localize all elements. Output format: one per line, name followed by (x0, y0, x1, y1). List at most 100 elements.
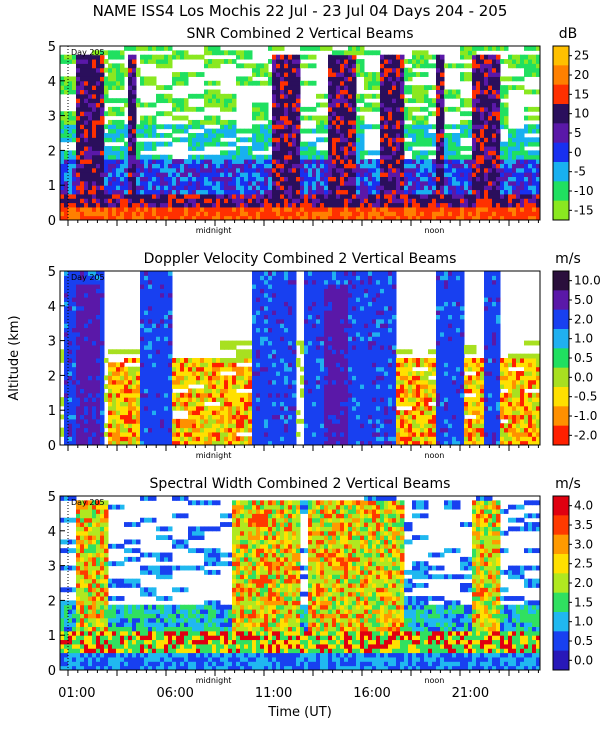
heatmap-cell (436, 202, 441, 208)
heatmap-cell (80, 418, 85, 424)
heatmap-cell (292, 72, 297, 77)
heatmap-cell (360, 141, 365, 147)
heatmap-cell (180, 206, 185, 212)
heatmap-cell (476, 106, 481, 112)
heatmap-cell (100, 371, 105, 376)
heatmap-cell (184, 167, 189, 173)
heatmap-cell (380, 202, 385, 208)
heatmap-cell (496, 146, 501, 151)
heatmap-cell (148, 314, 153, 320)
heatmap-cell (248, 50, 253, 56)
heatmap-cell (112, 371, 117, 376)
heatmap-cell (164, 362, 169, 368)
heatmap-cell (116, 137, 121, 143)
heatmap-cell (440, 193, 445, 199)
heatmap-cell (268, 154, 273, 160)
heatmap-cell (504, 198, 509, 204)
heatmap-cell (172, 189, 177, 195)
heatmap-cell (124, 133, 129, 138)
heatmap-cell (108, 375, 113, 381)
heatmap-cell (412, 50, 417, 56)
heatmap-cell (168, 418, 173, 424)
heatmap-cell (512, 154, 517, 160)
heatmap-cell (520, 133, 525, 138)
heatmap-cell (496, 128, 501, 134)
heatmap-cell (504, 93, 509, 99)
heatmap-cell (380, 198, 385, 204)
heatmap-cell (200, 72, 205, 77)
heatmap-cell (404, 85, 409, 90)
heatmap-cell (148, 80, 153, 86)
heatmap-cell (468, 215, 473, 221)
heatmap-cell (284, 106, 289, 112)
heatmap-cell (188, 202, 193, 208)
heatmap-cell (300, 202, 305, 208)
heatmap-cell (60, 189, 65, 195)
heatmap-cell (88, 349, 93, 355)
heatmap-cell (216, 431, 221, 437)
heatmap-cell (536, 172, 541, 177)
heatmap-cell (516, 176, 521, 182)
heatmap-cell (276, 159, 281, 164)
heatmap-cell (364, 50, 369, 56)
heatmap-cell (96, 76, 101, 82)
heatmap-cell (208, 189, 213, 195)
heatmap-cell (100, 80, 105, 86)
heatmap-cell (524, 63, 529, 69)
heatmap-cell (344, 111, 349, 117)
heatmap-cell (232, 59, 237, 64)
heatmap-cell (168, 189, 173, 195)
heatmap-cell (76, 423, 81, 429)
heatmap-cell (72, 362, 77, 368)
heatmap-cell (148, 375, 153, 381)
heatmap-cell (264, 115, 269, 121)
heatmap-cell (180, 54, 185, 60)
heatmap-cell (68, 292, 73, 298)
heatmap-cell (96, 98, 101, 104)
heatmap-cell (520, 76, 525, 82)
heatmap-cell (128, 418, 133, 424)
heatmap-cell (68, 124, 73, 130)
heatmap-cell (236, 206, 241, 212)
heatmap-cell (160, 141, 165, 147)
heatmap-cell (276, 63, 281, 69)
heatmap-cell (460, 128, 465, 134)
heatmap-cell (272, 146, 277, 151)
heatmap-cell (256, 133, 261, 138)
heatmap-cell (364, 167, 369, 173)
heatmap-cell (272, 93, 277, 99)
heatmap-cell (420, 202, 425, 208)
heatmap-cell (232, 189, 237, 195)
heatmap-cell (380, 80, 385, 86)
heatmap-cell (68, 371, 73, 376)
heatmap-cell (104, 111, 109, 117)
heatmap-cell (528, 206, 533, 212)
heatmap-cell (100, 423, 105, 429)
heatmap-cell (492, 137, 497, 143)
heatmap-cell (488, 189, 493, 195)
heatmap-cell (244, 198, 249, 204)
heatmap-cell (72, 405, 77, 411)
heatmap-cell (388, 63, 393, 69)
heatmap-cell (388, 159, 393, 164)
heatmap-cell (440, 63, 445, 69)
heatmap-cell (500, 115, 505, 121)
heatmap-cell (448, 189, 453, 195)
heatmap-cell (264, 193, 269, 199)
heatmap-cell (136, 215, 141, 221)
heatmap-cell (396, 63, 401, 69)
heatmap-cell (124, 202, 129, 208)
heatmap-cell (332, 215, 337, 221)
heatmap-cell (192, 124, 197, 130)
heatmap-cell (68, 379, 73, 385)
heatmap-cell (292, 93, 297, 99)
heatmap-cell (464, 163, 469, 169)
heatmap-cell (392, 89, 397, 95)
heatmap-cell (492, 119, 497, 125)
heatmap-cell (76, 128, 81, 134)
heatmap-cell (276, 141, 281, 147)
heatmap-cell (216, 215, 221, 221)
heatmap-cell (112, 124, 117, 130)
heatmap-cell (532, 193, 537, 199)
heatmap-cell (396, 115, 401, 121)
